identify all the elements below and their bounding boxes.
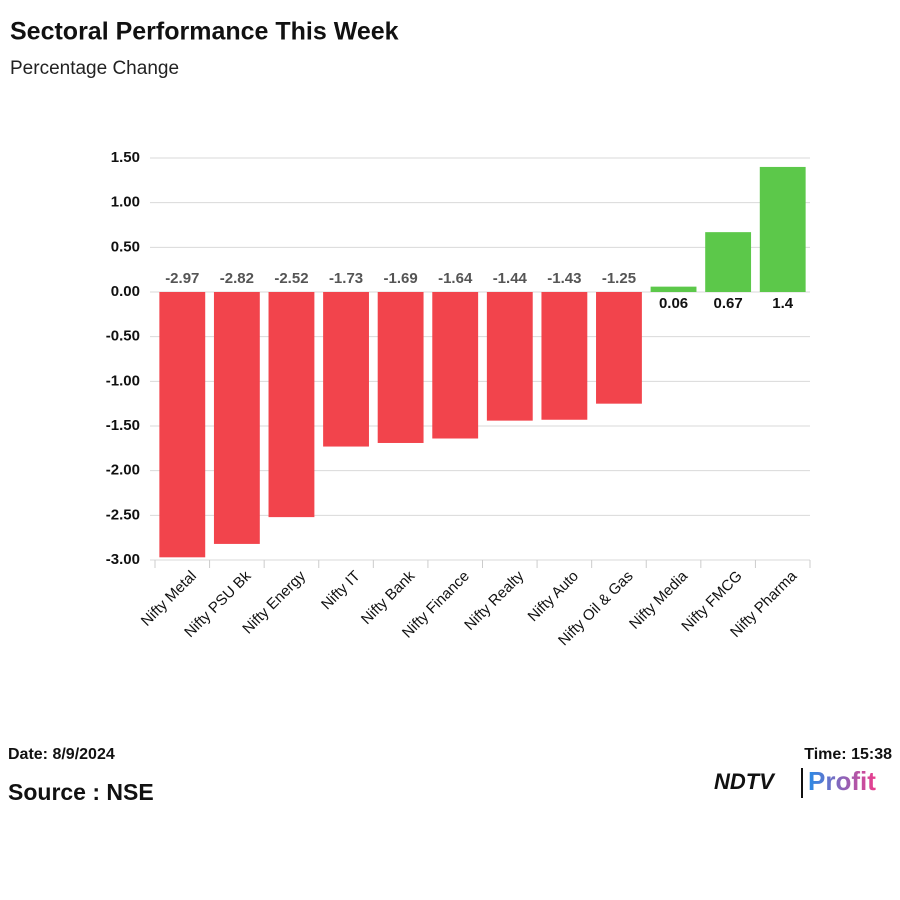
bar (213, 292, 260, 544)
value-label: -1.73 (329, 270, 363, 287)
bar (377, 292, 424, 443)
bar (541, 292, 588, 420)
bar (650, 286, 697, 292)
y-tick-label: -2.50 (106, 506, 140, 523)
chart-title: Sectoral Performance This Week (10, 18, 399, 46)
value-label: -1.44 (493, 270, 528, 287)
bar (159, 292, 206, 558)
bar (268, 292, 315, 518)
value-label: -2.52 (274, 270, 308, 287)
value-label: -2.82 (220, 270, 254, 287)
value-label: 0.06 (659, 295, 688, 312)
y-tick-label: 1.00 (111, 194, 140, 211)
y-tick-label: -3.00 (106, 551, 140, 568)
y-tick-label: -0.50 (106, 328, 140, 345)
logo-right: Profit (808, 766, 876, 796)
y-tick-label: 0.00 (111, 283, 140, 300)
plot-area: 1.50 1.00 0.50 0.00 -0.50 -1.00 -1.50 -2.00 -2.5… (106, 149, 811, 649)
y-tick-label: 0.50 (111, 238, 140, 255)
source: Source : NSE (8, 779, 154, 805)
y-tick-label: 1.50 (111, 149, 140, 166)
value-label: -1.43 (547, 270, 581, 287)
value-label: 0.67 (714, 295, 743, 312)
value-label: 1.4 (772, 295, 794, 312)
bar (759, 166, 806, 292)
y-tick-label: -1.00 (106, 372, 140, 389)
value-label: -1.69 (384, 270, 418, 287)
bar (323, 292, 369, 447)
value-label: -1.25 (602, 270, 636, 287)
y-tick-label: -2.00 (106, 462, 140, 479)
date: Date: 8/9/2024 (8, 746, 115, 763)
bar (596, 292, 642, 404)
value-label: -2.97 (165, 270, 199, 287)
chart-subtitle: Percentage Change (10, 58, 179, 79)
bar (705, 232, 752, 292)
bar (432, 292, 479, 439)
value-label: -1.64 (438, 270, 473, 287)
time: Time: 15:38 (804, 746, 892, 763)
y-tick-label: -1.50 (106, 417, 140, 434)
logo-left: NDTV (714, 769, 776, 794)
bar (486, 292, 533, 421)
